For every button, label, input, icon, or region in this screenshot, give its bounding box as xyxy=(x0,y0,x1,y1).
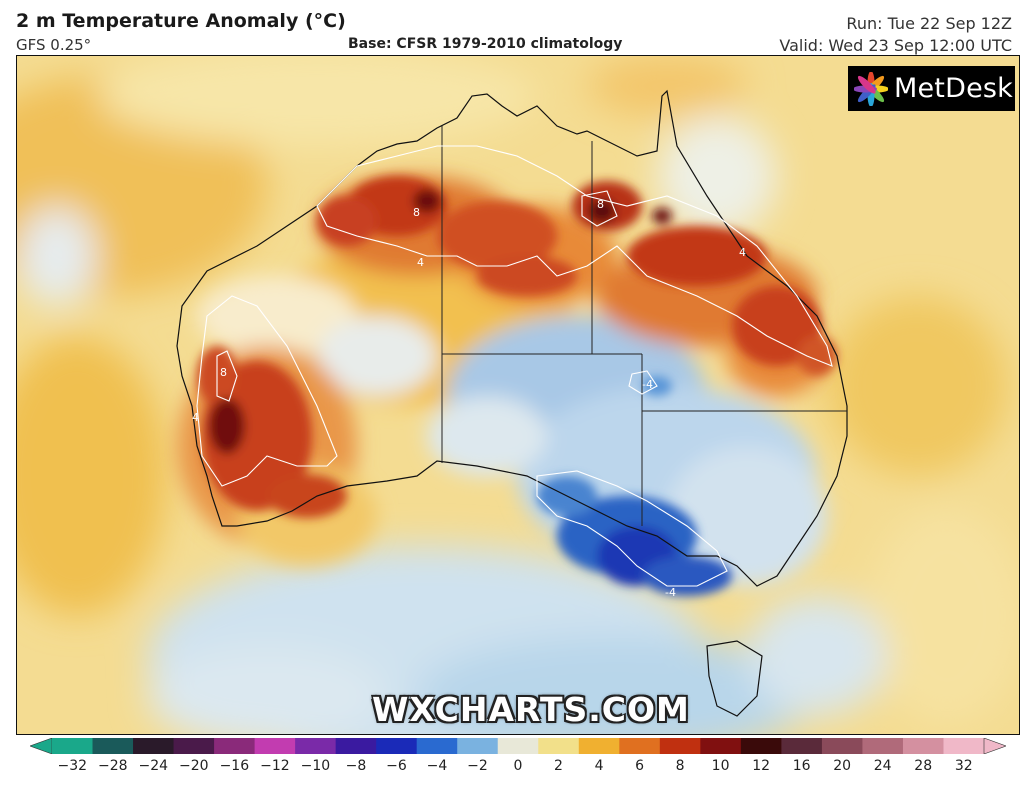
color-scale-segment xyxy=(457,738,499,754)
anomaly-contours xyxy=(196,145,833,587)
temperature-anomaly-map: 8 8 8 4 4 4 -4 -4 xyxy=(17,56,1019,734)
valid-time-label: Valid: Wed 23 Sep 12:00 UTC xyxy=(779,36,1012,55)
color-scale-segment xyxy=(416,738,458,754)
color-scale-segment xyxy=(943,738,985,754)
color-scale-tick: −16 xyxy=(219,758,250,774)
color-scale-segment xyxy=(254,738,296,754)
metdesk-logo-text: MetDesk xyxy=(894,73,1013,104)
wxcharts-watermark: WXCHARTS.COM xyxy=(372,690,690,729)
color-scale-tick: 2 xyxy=(554,758,563,774)
color-scale-tick: 4 xyxy=(594,758,604,774)
color-scale-segment xyxy=(902,738,944,754)
color-scale-segment xyxy=(295,738,337,754)
color-scale-tick: 16 xyxy=(792,758,811,774)
color-scale-tick: 0 xyxy=(513,758,523,774)
tasmania-coastline xyxy=(706,640,763,717)
contour-label: 8 xyxy=(220,366,227,379)
color-scale-tick: −8 xyxy=(345,758,367,774)
color-scale-segment xyxy=(619,738,661,754)
contour-label: 4 xyxy=(192,411,199,424)
contour-label: 4 xyxy=(739,246,746,259)
color-scale-tick: −10 xyxy=(300,758,331,774)
model-label: GFS 0.25° xyxy=(16,36,92,54)
contour-label-group: 8 8 8 4 4 4 -4 -4 xyxy=(192,198,746,599)
color-scale-tick: −2 xyxy=(467,758,488,774)
color-scale-tick: −12 xyxy=(260,758,290,774)
contour-label: 8 xyxy=(597,198,604,211)
color-scale-segment xyxy=(335,738,377,754)
color-scale-segment xyxy=(214,738,256,754)
color-scale-tick: 20 xyxy=(833,758,852,774)
color-scale-tick: −24 xyxy=(138,758,169,774)
state-borders xyxy=(441,126,847,526)
color-scale-tick: −20 xyxy=(179,758,209,774)
color-scale-bar xyxy=(30,738,1006,754)
climatology-base-label: Base: CFSR 1979-2010 climatology xyxy=(348,36,623,52)
color-scale-tick: 8 xyxy=(675,758,685,774)
color-scale-tick: −4 xyxy=(426,758,448,774)
color-scale-right-arrow xyxy=(983,738,1006,754)
color-scale-tick: −6 xyxy=(386,758,407,774)
color-scale-segment xyxy=(578,738,620,754)
color-scale-tick: 32 xyxy=(954,758,973,774)
color-scale-tick: 12 xyxy=(752,758,771,774)
color-scale-segment xyxy=(538,738,580,754)
contour-label: 8 xyxy=(413,206,420,219)
ocean-anomaly-field xyxy=(17,56,1019,734)
color-scale-tick: −28 xyxy=(98,758,128,774)
contour-label: -4 xyxy=(665,586,676,599)
color-scale-segment xyxy=(821,738,863,754)
color-scale-tick: 10 xyxy=(711,758,730,774)
color-scale-tick-labels: −32 −28 −24 −20 −16 −12 −10 −8 −6 −4 −2 0 2 4 6 8 10 12 16… xyxy=(0,758,1024,782)
color-scale-left-arrow xyxy=(30,738,53,754)
color-scale-segment xyxy=(740,738,782,754)
color-scale-segment xyxy=(659,738,701,754)
color-scale-segment xyxy=(92,738,134,754)
color-scale-segment xyxy=(133,738,175,754)
color-scale-tick: 24 xyxy=(873,758,892,774)
color-scale-segment xyxy=(497,738,539,754)
run-time-label: Run: Tue 22 Sep 12Z xyxy=(846,14,1012,33)
color-scale-segment xyxy=(862,738,904,754)
map-panel: 8 8 8 4 4 4 -4 -4 xyxy=(16,55,1020,735)
color-scale-segment xyxy=(700,738,742,754)
metdesk-flower-icon xyxy=(854,71,888,106)
contour-label: -4 xyxy=(642,378,653,391)
color-scale-tick: 6 xyxy=(635,758,645,774)
chart-title: 2 m Temperature Anomaly (°C) xyxy=(16,10,346,32)
australia-coastline xyxy=(176,89,848,587)
contour-label: 4 xyxy=(417,256,424,269)
color-scale-segment xyxy=(173,738,215,754)
color-scale-segment xyxy=(781,738,823,754)
metdesk-logo: MetDesk xyxy=(848,66,1015,111)
color-scale-segment xyxy=(52,738,94,754)
color-scale-tick: −32 xyxy=(57,758,88,774)
color-scale-segment xyxy=(376,738,418,754)
color-scale-tick: 28 xyxy=(914,758,933,774)
